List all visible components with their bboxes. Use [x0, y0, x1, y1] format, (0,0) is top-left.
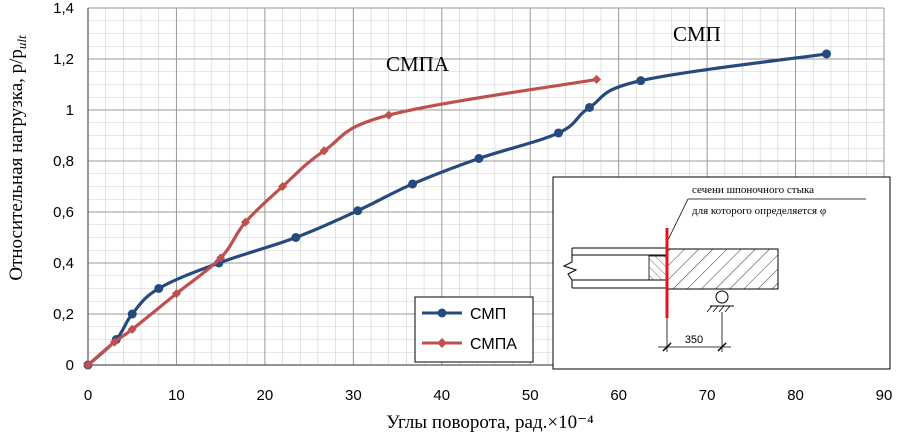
x-tick-label: 20 [257, 387, 274, 404]
legend-label-smp: СМП [470, 306, 506, 323]
annotation-smp: СМП [673, 22, 721, 46]
x-tick-label: 40 [433, 387, 450, 404]
inset-dim-tick-right [717, 342, 727, 352]
legend: СМП СМПА [414, 296, 534, 363]
y-tick-label: 0 [66, 357, 74, 374]
x-tick-label: 70 [699, 387, 716, 404]
x-tick-label: 80 [787, 387, 804, 404]
y-tick-label: 0,8 [53, 153, 74, 170]
series-line-smp [86, 52, 827, 367]
inset-support-hatch3 [718, 305, 725, 313]
inset-support-hatch4 [724, 305, 731, 313]
data-point-smp [127, 309, 137, 319]
x-tick-label: 30 [345, 387, 362, 404]
data-point-smpa [592, 74, 602, 84]
y-tick-label: 0,4 [53, 255, 74, 272]
annotation-smpa: СМПА [386, 52, 450, 76]
y-axis-title-main: Относительная нагрузка, p/p [6, 49, 27, 281]
x-tick-label: 50 [522, 387, 539, 404]
legend-label-smpa: СМПА [470, 336, 517, 353]
data-point-smpa [384, 110, 394, 120]
inset-support-hatch1 [706, 305, 713, 313]
y-tick-label: 0,2 [53, 306, 74, 323]
x-tick-label: 90 [876, 387, 893, 404]
data-point-smp [584, 102, 594, 112]
y-axis-title: Относительная нагрузка, p/pult [6, 35, 29, 281]
data-point-smpa [110, 337, 120, 347]
y-axis-title-subscript: ult [14, 35, 29, 49]
data-point-smpa [171, 289, 181, 299]
x-tick-label: 0 [84, 387, 92, 404]
data-point-smp [408, 179, 418, 189]
data-point-smp [291, 233, 301, 242]
tick-labels: 0 10 20 30 40 50 60 70 80 90 0 0,2 0,4 0,6 0,8 1 1,2 1,4 [53, 0, 892, 404]
inset-dim-value: 350 [685, 334, 703, 346]
inset-hatched-block [667, 248, 779, 290]
data-point-smp [353, 206, 363, 216]
data-point-smp [474, 153, 484, 163]
inset-diagram: сечени шпоночного стыка для которого опр… [552, 176, 891, 370]
inset-caption-line2: для которого определяется φ [692, 205, 826, 217]
legend-marker-smpa [437, 338, 447, 348]
data-point-smp [822, 49, 832, 59]
inset-support-pin [715, 290, 729, 304]
x-axis-title: Углы поворота, рад.×10⁻⁴ [386, 412, 594, 433]
legend-box [414, 296, 534, 363]
inset-caption-line1: сечени шпоночного стыка [692, 184, 814, 196]
y-tick-label: 0,6 [53, 204, 74, 221]
inset-key-hatch [648, 255, 668, 281]
x-tick-label: 60 [610, 387, 627, 404]
data-point-smp [636, 76, 646, 86]
data-point-smp [554, 128, 564, 138]
inset-leader-line [666, 198, 689, 243]
inset-break-mark [562, 248, 578, 288]
inset-dim-tick-left [662, 342, 672, 352]
data-point-smpa [216, 253, 226, 263]
y-tick-label: 1 [66, 102, 74, 119]
legend-marker-smp [437, 308, 447, 318]
x-tick-label: 10 [168, 387, 185, 404]
y-tick-label: 1,2 [53, 51, 74, 68]
series-layer [83, 49, 832, 370]
data-point-smp [154, 284, 164, 293]
y-tick-label: 1,4 [53, 0, 74, 17]
inset-support-hatch2 [712, 305, 719, 313]
data-point-smpa [240, 217, 250, 227]
